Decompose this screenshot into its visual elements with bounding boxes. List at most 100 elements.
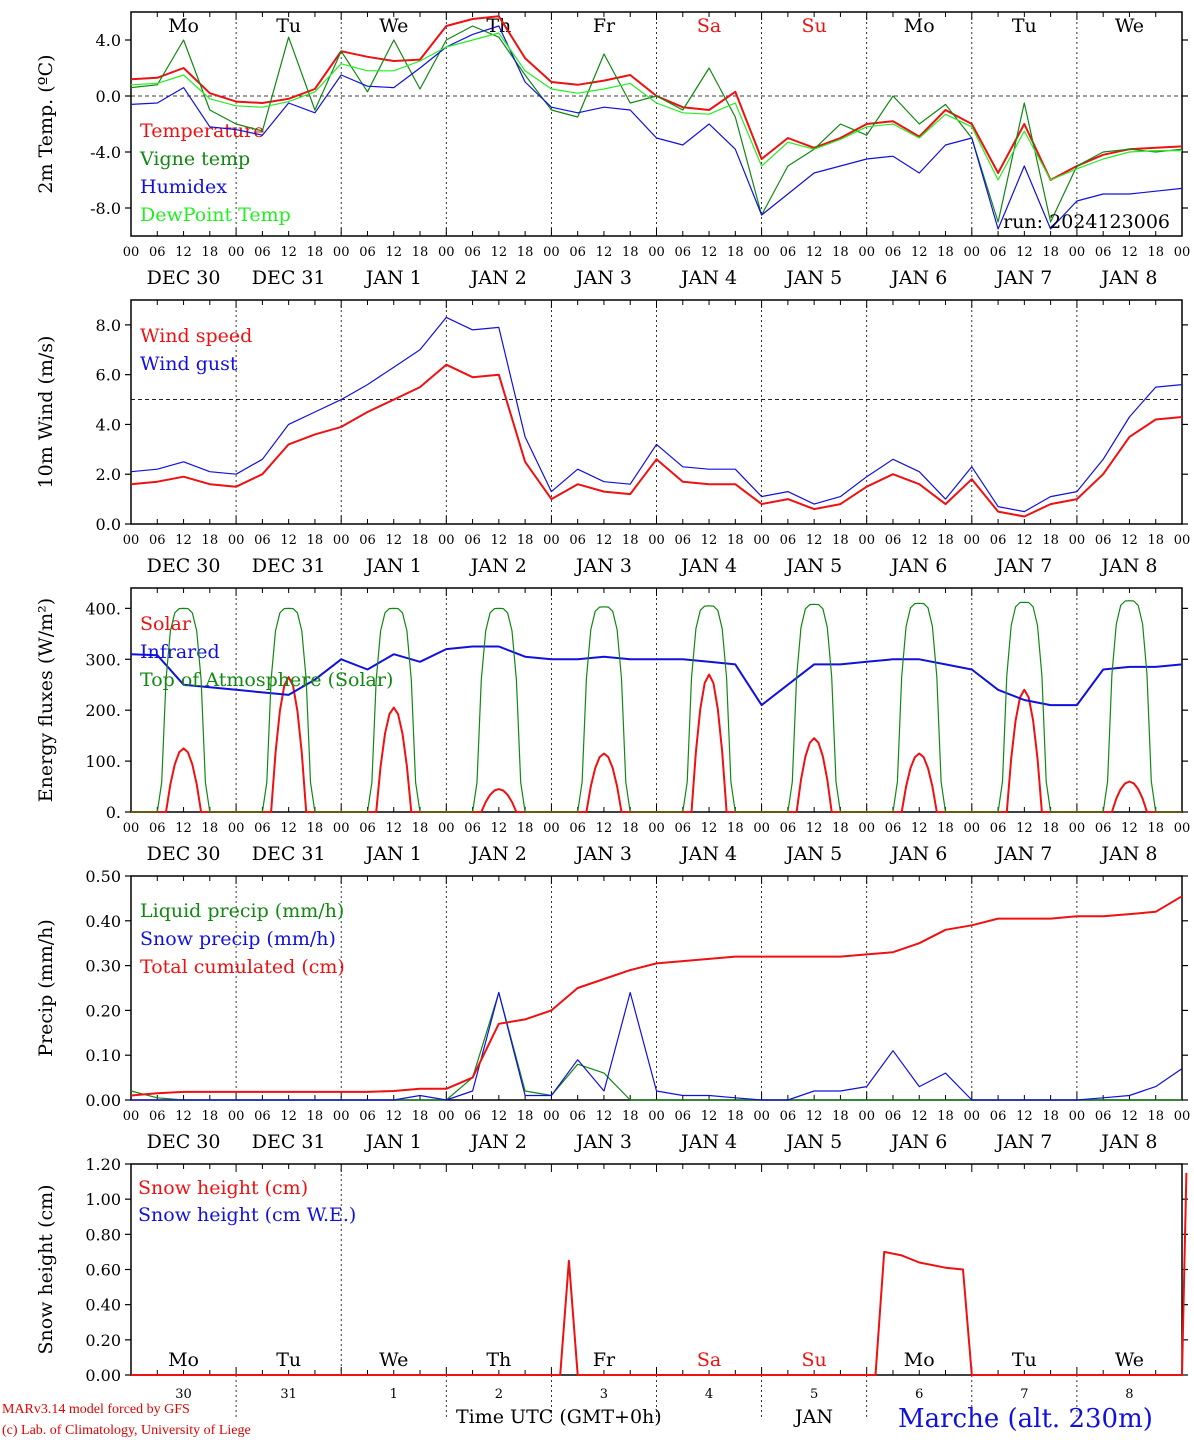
series-line-vigne-temp: [130, 25, 1183, 223]
weekday-label: We: [379, 15, 408, 37]
date-label: JAN 7: [994, 1131, 1052, 1153]
weekday-label: We: [1115, 15, 1144, 37]
series-line-humidex: [130, 25, 1183, 230]
hour-tick-label: 18: [517, 533, 534, 548]
y-tick-label: 0.0: [96, 515, 121, 534]
hour-tick-label: 12: [806, 533, 823, 548]
weekday-label: Su: [802, 15, 827, 37]
hour-tick-label: 00: [858, 821, 875, 836]
hour-tick-label: 12: [701, 821, 718, 836]
day-number-label: 3: [600, 1387, 608, 1402]
hour-tick-label: 06: [569, 1109, 586, 1124]
hour-tick-label: 12: [1121, 1109, 1138, 1124]
y-tick-label: 1.00: [85, 1190, 121, 1209]
weekday-label: Th: [486, 1349, 511, 1371]
hour-tick-label: 12: [911, 821, 928, 836]
hour-tick-label: 18: [937, 533, 954, 548]
series-line-wind-speed: [130, 363, 1183, 518]
date-label: JAN 8: [1099, 555, 1157, 577]
hour-tick-label: 06: [254, 245, 271, 260]
hour-tick-label: 12: [1121, 245, 1138, 260]
hour-tick-label: 00: [438, 1109, 455, 1124]
date-label: JAN 2: [469, 843, 527, 865]
hour-tick-label: 18: [727, 245, 744, 260]
hour-tick-label: 00: [438, 245, 455, 260]
hour-tick-label: 00: [753, 533, 770, 548]
date-label: JAN 3: [574, 843, 632, 865]
series-line-total-cumulated-cm: [130, 895, 1183, 1097]
hour-tick-label: 00: [858, 1109, 875, 1124]
hour-tick-label: 18: [832, 1109, 849, 1124]
day-number-label: 1: [390, 1387, 398, 1402]
hour-tick-label: 18: [307, 821, 324, 836]
hour-tick-label: 00: [858, 533, 875, 548]
legend-entry: Temperature: [140, 120, 264, 142]
day-number-label: 7: [1020, 1387, 1028, 1402]
hour-tick-label: 00: [1069, 821, 1086, 836]
weekday-label: Tu: [1012, 1349, 1037, 1371]
hour-tick-label: 06: [990, 821, 1007, 836]
hour-tick-label: 06: [464, 821, 481, 836]
hour-tick-label: 12: [596, 245, 613, 260]
hour-tick-label: 12: [806, 245, 823, 260]
hour-tick-label: 12: [491, 1109, 508, 1124]
hour-tick-label: 12: [911, 1109, 928, 1124]
hour-tick-label: 00: [228, 1109, 245, 1124]
hour-tick-label: 06: [885, 533, 902, 548]
hour-tick-label: 18: [622, 533, 639, 548]
hour-tick-label: 12: [175, 821, 192, 836]
y-tick-label: 0.00: [85, 1091, 121, 1110]
hour-tick-label: 18: [307, 533, 324, 548]
hour-tick-label: 18: [202, 245, 219, 260]
date-label: JAN 1: [364, 555, 422, 577]
hour-tick-label: 06: [990, 533, 1007, 548]
weekday-label: Mo: [168, 1349, 199, 1371]
y-tick-label: 0.10: [85, 1046, 121, 1065]
hour-tick-label: 12: [701, 1109, 718, 1124]
hour-tick-label: 18: [307, 1109, 324, 1124]
hour-tick-label: 18: [1147, 245, 1164, 260]
hour-tick-label: 18: [412, 533, 429, 548]
hour-tick-label: 06: [569, 533, 586, 548]
hour-tick-label: 06: [675, 821, 692, 836]
hour-tick-label: 00: [543, 1109, 560, 1124]
date-label: DEC 31: [252, 843, 326, 865]
hour-tick-label: 12: [1121, 533, 1138, 548]
y-tick-label: 8.0: [96, 316, 121, 335]
series-line-top-of-atmosphere-solar: [131, 600, 1182, 813]
run-annotation: run: 2024123006: [1003, 211, 1170, 233]
date-label: JAN 7: [994, 555, 1052, 577]
date-label: JAN 1: [364, 267, 422, 289]
hour-tick-label: 18: [412, 821, 429, 836]
legend-entry: Snow height (cm): [138, 1177, 308, 1199]
hour-tick-label: 18: [517, 245, 534, 260]
hour-tick-label: 18: [622, 245, 639, 260]
hour-tick-label: 06: [675, 1109, 692, 1124]
hour-tick-label: 00: [1174, 245, 1191, 260]
y-axis-label: Snow height (cm): [35, 1184, 57, 1354]
y-tick-label: 4.0: [96, 415, 121, 434]
hour-tick-label: 00: [753, 245, 770, 260]
y-tick-label: -8.0: [90, 199, 121, 218]
hour-tick-label: 12: [596, 821, 613, 836]
weekday-label: Mo: [168, 15, 199, 37]
hour-tick-label: 06: [885, 1109, 902, 1124]
hour-tick-label: 18: [1147, 821, 1164, 836]
y-tick-label: 4.0: [96, 31, 121, 50]
date-label: JAN 2: [469, 555, 527, 577]
hour-tick-label: 18: [832, 245, 849, 260]
y-tick-label: 400.: [85, 599, 121, 618]
hour-tick-label: 12: [175, 1109, 192, 1124]
hour-tick-label: 00: [1069, 1109, 1086, 1124]
day-number-label: 8: [1125, 1387, 1133, 1402]
hour-tick-label: 12: [385, 821, 402, 836]
hour-tick-label: 00: [438, 533, 455, 548]
hour-tick-label: 18: [202, 821, 219, 836]
hour-tick-label: 18: [517, 1109, 534, 1124]
weekday-label: Sa: [697, 15, 721, 37]
hour-tick-label: 18: [412, 245, 429, 260]
hour-tick-label: 06: [149, 1109, 166, 1124]
weekday-label: Tu: [276, 15, 301, 37]
hour-tick-label: 18: [412, 1109, 429, 1124]
day-number-label: 30: [175, 1387, 192, 1402]
